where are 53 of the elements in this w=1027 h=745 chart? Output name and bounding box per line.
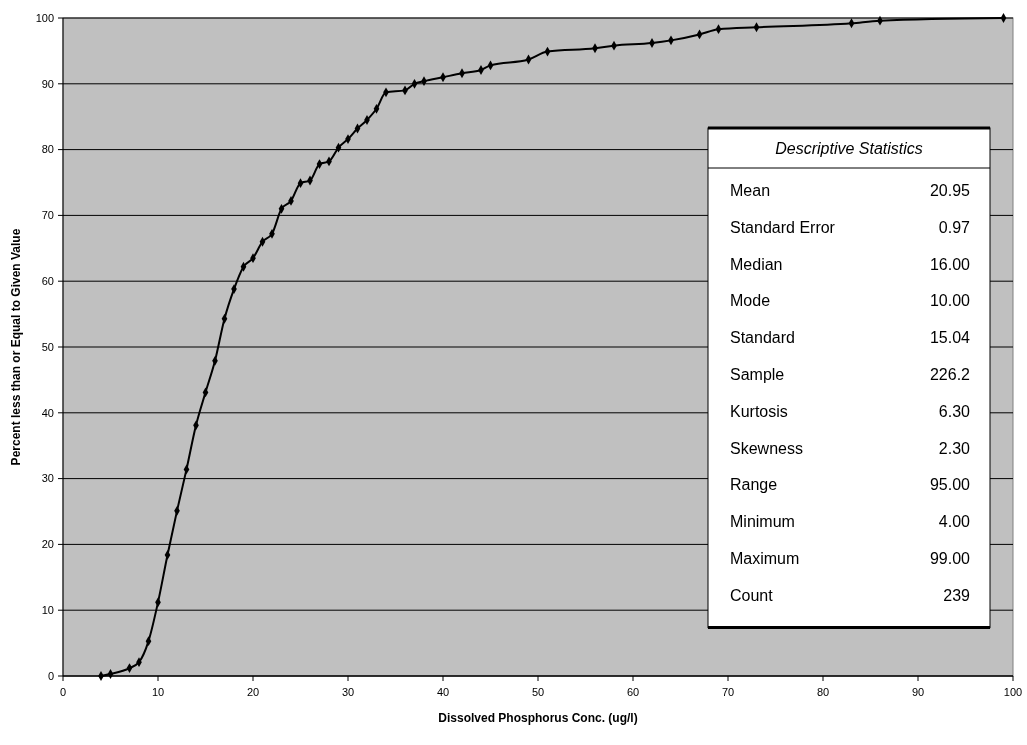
annotation: Count [730,586,774,604]
annotation: 6.30 [938,402,971,420]
x-tick-label: 30 [341,686,355,698]
x-tick-label: 40 [436,686,450,698]
annotation: Standard [730,329,795,347]
annotation: Descriptive Statistics [775,140,923,157]
annotation: Mean [730,182,771,199]
annotation: Maximum [730,550,800,567]
annotation: Range [730,476,778,494]
x-tick-label: 20 [246,686,260,698]
y-tick-label: 100 [35,11,54,24]
annotation: 2.30 [938,439,971,457]
annotation: 10.00 [929,292,971,310]
y-tick-label: 90 [41,77,54,90]
annotation: 0.97 [938,218,971,236]
annotation: Standard Error [730,218,836,236]
x-tick-label: 60 [626,686,640,698]
y-tick-label: 20 [41,538,54,551]
annotation: 239 [943,586,971,604]
annotation: 4.00 [938,513,971,531]
annotation: Skewness [730,439,803,457]
y-tick-label: 30 [41,472,54,485]
annotation: Kurtosis [730,402,788,420]
y-tick-label: 50 [41,340,54,353]
x-axis-title: Dissolved Phosphorus Conc. (ug/l) [438,711,638,725]
annotation: 99.00 [929,550,971,567]
y-axis-title: Percent less than or Equal to Given Value [9,228,23,466]
y-tick-label: 10 [41,604,54,617]
point [316,159,323,169]
y-tick-label: 40 [41,406,54,419]
y-tick-label: 70 [41,209,54,222]
point [164,550,171,560]
annotation: 226.2 [929,366,971,383]
x-tick-label: 50 [531,686,545,698]
annotation: Sample [730,366,785,383]
x-tick-label: 70 [721,686,735,698]
annotation: Mode [730,292,771,310]
y-tick-label: 80 [41,143,54,156]
point [1000,13,1007,23]
annotation: 20.95 [929,182,971,199]
annotation: Minimum [730,513,795,531]
annotation: 95.00 [929,476,971,494]
x-tick-label: 80 [816,686,830,698]
x-tick-label: 0 [59,686,67,698]
y-tick-label: 60 [41,275,54,288]
y-tick-label: 0 [47,669,54,682]
annotation: Median [730,255,783,273]
x-tick-label: 10 [151,686,165,698]
x-tick-label: 90 [911,686,925,698]
x-tick-label: 100 [1003,686,1023,698]
annotation: 15.04 [929,329,971,347]
annotation: 16.00 [929,255,971,273]
point [107,669,114,679]
